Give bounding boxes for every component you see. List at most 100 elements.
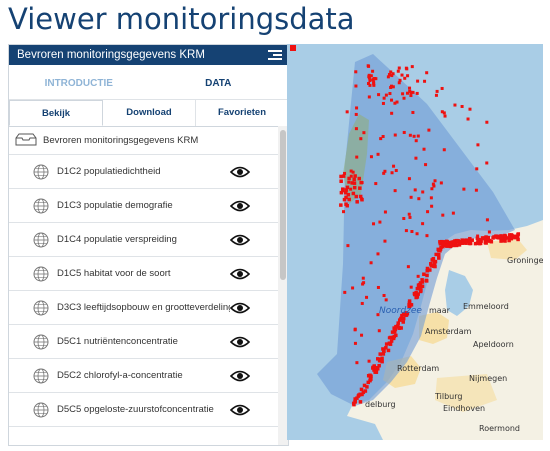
menu-icon[interactable] — [268, 49, 282, 61]
monitoring-point — [402, 130, 406, 134]
monitoring-point — [401, 92, 405, 96]
globe-icon — [33, 198, 49, 213]
monitoring-point — [360, 392, 364, 397]
monitoring-point — [345, 110, 349, 114]
map-view[interactable]: Groningen Noordzee Emmeloord Amsterdam A… — [287, 44, 543, 440]
monitoring-point — [485, 218, 489, 222]
monitoring-point — [359, 137, 363, 141]
monitoring-point — [409, 195, 413, 199]
monitoring-point — [392, 334, 396, 339]
monitoring-point — [406, 74, 410, 78]
eye-icon[interactable] — [230, 404, 250, 416]
monitoring-point — [354, 194, 359, 199]
monitoring-point — [361, 276, 365, 280]
monitoring-point — [497, 234, 501, 239]
data-panel: Bevroren monitoringsgegevens KRM INTRODU… — [8, 44, 289, 446]
monitoring-point — [353, 397, 357, 401]
monitoring-point — [470, 238, 474, 242]
monitoring-point — [373, 370, 377, 374]
monitoring-point — [418, 281, 423, 285]
monitoring-point — [513, 235, 518, 239]
monitoring-point — [461, 240, 465, 245]
monitoring-point — [393, 327, 398, 332]
monitoring-point — [349, 174, 353, 178]
monitoring-point — [479, 239, 483, 243]
monitoring-point — [349, 187, 353, 191]
tab-favorieten[interactable]: Favorieten — [217, 107, 267, 118]
list-item[interactable]: D1C4 populatie verspreiding — [9, 223, 278, 257]
monitoring-point — [362, 281, 366, 285]
monitoring-point — [425, 273, 429, 278]
monitoring-point — [429, 196, 433, 200]
eye-icon[interactable] — [230, 302, 250, 314]
monitoring-point — [410, 65, 414, 69]
monitoring-point — [344, 188, 349, 192]
list-item[interactable]: D1C5 habitat voor de soort — [9, 257, 278, 291]
monitoring-point — [443, 114, 447, 118]
monitoring-point — [349, 169, 353, 173]
monitoring-point — [356, 394, 361, 398]
monitoring-point — [505, 236, 510, 240]
tab-data[interactable]: DATA — [205, 78, 232, 89]
monitoring-point — [381, 101, 385, 105]
monitoring-point — [503, 239, 507, 243]
urban-area — [419, 312, 449, 344]
monitoring-point — [355, 155, 359, 159]
eye-icon[interactable] — [230, 336, 250, 348]
list-item[interactable]: D5C1 nutriëntenconcentratie — [9, 325, 278, 359]
monitoring-point — [411, 110, 415, 114]
tab-bekijk[interactable]: Bekijk — [9, 100, 103, 126]
list-item-label: D5C5 opgeloste-zuurstofconcentratie — [57, 404, 214, 415]
monitoring-point — [363, 389, 368, 393]
monitoring-point — [494, 234, 499, 239]
monitoring-point — [415, 286, 420, 291]
scrollbar[interactable] — [278, 126, 288, 445]
list-item[interactable]: D5C2 chlorofyl-a-concentratie — [9, 359, 278, 393]
eye-icon[interactable] — [230, 200, 250, 212]
eye-icon[interactable] — [230, 234, 250, 246]
monitoring-point — [384, 346, 388, 350]
monitoring-point — [353, 174, 357, 178]
monitoring-point — [407, 212, 411, 216]
monitoring-point — [388, 335, 393, 340]
monitoring-point — [474, 188, 478, 192]
monitoring-point — [381, 352, 386, 356]
monitoring-point — [354, 127, 358, 131]
list-item[interactable]: D5C5 opgeloste-zuurstofconcentratie — [9, 393, 278, 427]
list-item-label: D5C1 nutriëntenconcentratie — [57, 336, 178, 347]
monitoring-point — [397, 325, 401, 330]
list-item[interactable]: D1C2 populatiedichtheid — [9, 155, 278, 189]
list-item-root[interactable]: Bevroren monitoringsgegevens KRM — [9, 126, 278, 155]
list-item[interactable]: D1C3 populatie demografie — [9, 189, 278, 223]
tab-introductie[interactable]: INTRODUCTIE — [44, 78, 113, 89]
monitoring-point — [339, 179, 343, 183]
monitoring-point — [433, 264, 437, 269]
eye-icon[interactable] — [230, 370, 250, 382]
monitoring-point — [368, 79, 372, 83]
monitoring-point — [445, 243, 450, 247]
map-toggle-icon[interactable] — [290, 45, 296, 51]
monitoring-point — [491, 236, 495, 240]
tab-download[interactable]: Download — [103, 100, 196, 126]
monitoring-point — [432, 261, 437, 266]
globe-icon — [33, 232, 49, 247]
list-item-label: D1C5 habitat voor de soort — [57, 268, 171, 279]
monitoring-point — [359, 387, 364, 392]
monitoring-point — [397, 66, 401, 70]
monitoring-point — [483, 236, 487, 240]
monitoring-point — [369, 155, 373, 159]
list-item[interactable]: D3C3 leeftijdsopbouw en grootteverdeling — [9, 291, 278, 325]
monitoring-point — [499, 235, 504, 240]
eye-icon[interactable] — [230, 166, 250, 178]
monitoring-point — [351, 286, 355, 290]
monitoring-point — [480, 236, 485, 240]
scrollbar-thumb[interactable] — [280, 130, 286, 280]
eye-icon[interactable] — [230, 268, 250, 280]
monitoring-point — [415, 292, 420, 297]
monitoring-point — [391, 85, 395, 89]
monitoring-point — [368, 373, 372, 378]
monitoring-point — [376, 357, 380, 361]
map-canvas[interactable] — [287, 44, 543, 440]
monitoring-point — [386, 348, 391, 353]
map-label-amsterdam: Amsterdam — [425, 327, 472, 336]
